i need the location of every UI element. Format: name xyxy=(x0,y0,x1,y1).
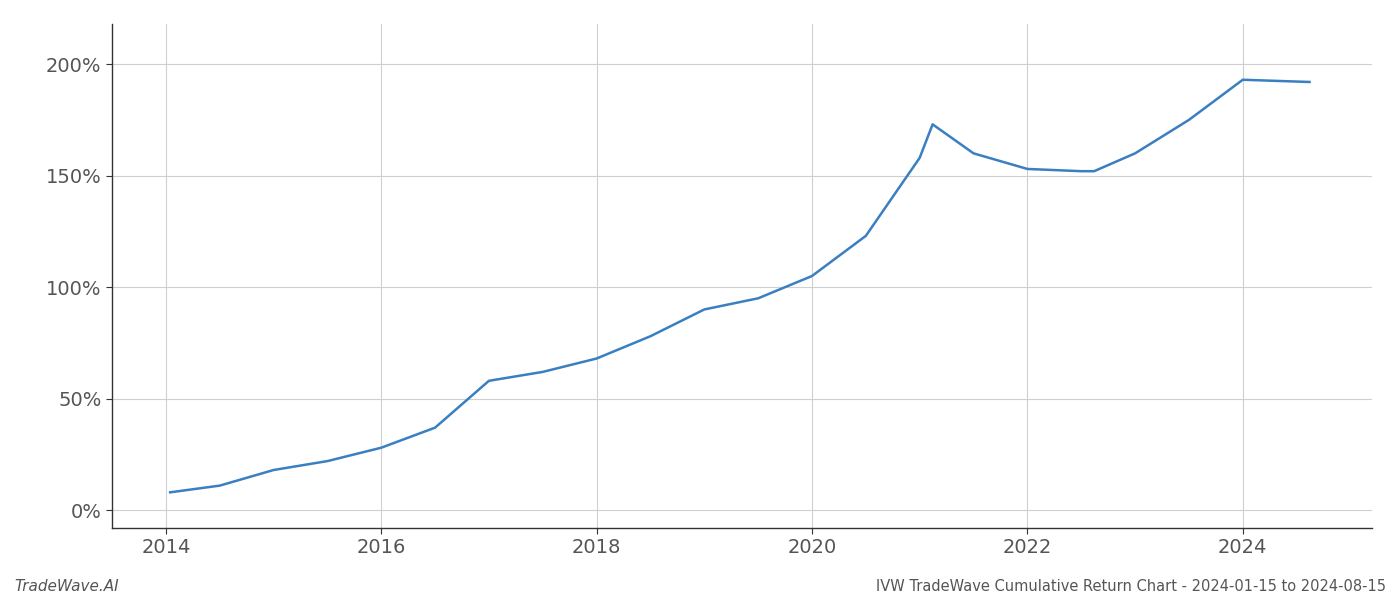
Text: IVW TradeWave Cumulative Return Chart - 2024-01-15 to 2024-08-15: IVW TradeWave Cumulative Return Chart - … xyxy=(876,579,1386,594)
Text: TradeWave.AI: TradeWave.AI xyxy=(14,579,119,594)
